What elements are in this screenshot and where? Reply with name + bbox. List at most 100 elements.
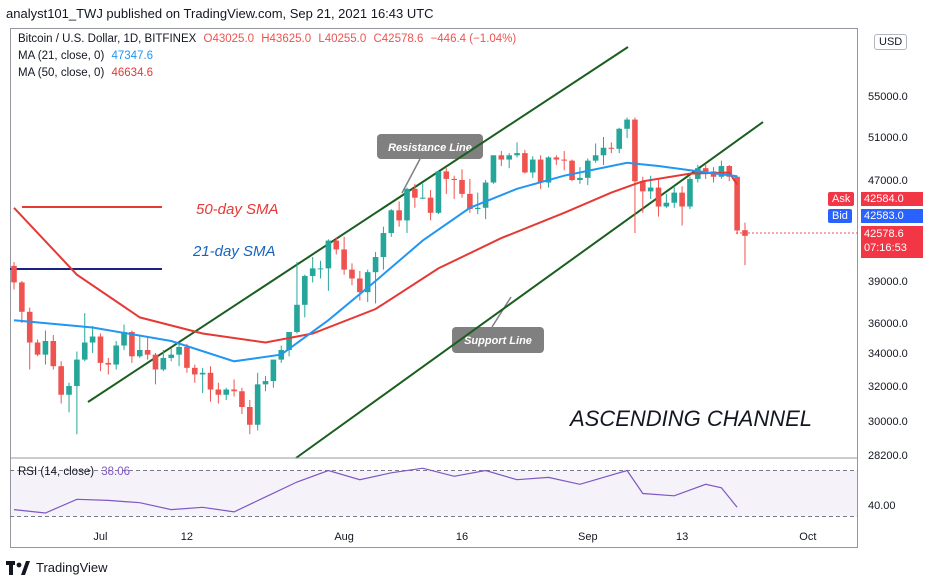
candle-body bbox=[522, 153, 528, 173]
candle-body bbox=[459, 180, 465, 194]
candle-body bbox=[498, 155, 505, 160]
candle-body bbox=[435, 171, 442, 213]
candle-body bbox=[302, 275, 308, 305]
candle-body bbox=[529, 159, 536, 173]
candle-body bbox=[231, 389, 237, 392]
candle-body bbox=[687, 178, 693, 207]
tradingview-icon bbox=[6, 560, 30, 575]
last-price: 42578.6 bbox=[864, 228, 904, 240]
rsi-legend[interactable]: RSI (14, close) 38.06 bbox=[18, 466, 130, 478]
candle-body bbox=[317, 268, 324, 270]
candle-body bbox=[718, 166, 725, 177]
symbol-legend: Bitcoin / U.S. Dollar, 1D, BITFINEX O430… bbox=[18, 33, 516, 45]
candle-body bbox=[577, 177, 583, 180]
candle-body bbox=[357, 278, 363, 293]
price-axis-label: 51000.0 bbox=[868, 132, 908, 144]
countdown: 07:16:53 bbox=[864, 242, 907, 254]
candle-body bbox=[663, 202, 670, 207]
candle-body bbox=[608, 147, 615, 149]
candle-body bbox=[262, 381, 269, 385]
price-axis-label: 39000.0 bbox=[868, 276, 908, 288]
change-value: −446.4 (−1.04%) bbox=[430, 33, 517, 45]
bid-tag: Bid bbox=[828, 209, 852, 223]
candle-body bbox=[58, 366, 64, 395]
candle-body bbox=[474, 207, 481, 210]
channel-annotation: ASCENDING CHANNEL bbox=[568, 406, 812, 431]
price-axis-label: 47000.0 bbox=[868, 175, 908, 187]
candle-body bbox=[419, 197, 426, 199]
candle-body bbox=[207, 372, 214, 390]
candle-body bbox=[427, 197, 434, 213]
chart-frame[interactable] bbox=[10, 28, 858, 548]
candle-body bbox=[404, 188, 410, 221]
tradingview-logo[interactable]: TradingView bbox=[6, 560, 108, 575]
candle-body bbox=[600, 147, 607, 156]
ma21-legend[interactable]: MA (21, close, 0) 47347.6 bbox=[18, 50, 153, 62]
date-axis-label: Oct bbox=[799, 531, 816, 543]
candle-body bbox=[270, 359, 277, 382]
candle-body bbox=[679, 192, 685, 207]
candle-body bbox=[325, 240, 332, 269]
ma21-value: 47347.6 bbox=[111, 50, 154, 62]
ask-tag: Ask bbox=[828, 192, 855, 206]
candle-body bbox=[333, 240, 340, 250]
ma21-line bbox=[13, 161, 738, 363]
candle-body bbox=[160, 357, 167, 370]
candle-body bbox=[734, 176, 740, 231]
candle-body bbox=[199, 372, 206, 375]
candle-body bbox=[640, 181, 646, 192]
candle-body bbox=[537, 159, 544, 183]
candle-body bbox=[19, 282, 25, 312]
sma50-annotation: 50-day SMA bbox=[196, 201, 279, 218]
candle-body bbox=[152, 354, 159, 370]
candle-body bbox=[647, 187, 654, 192]
candle-body bbox=[121, 332, 127, 346]
ma21-label: MA (21, close, 0) bbox=[18, 50, 105, 62]
candle-body bbox=[380, 233, 387, 258]
candle-body bbox=[50, 341, 57, 367]
resistance-line bbox=[87, 46, 629, 403]
candle-body bbox=[396, 210, 402, 221]
ma50-label: MA (50, close, 0) bbox=[18, 67, 105, 79]
candle-body bbox=[144, 350, 151, 355]
candle-body bbox=[11, 265, 17, 283]
candle-body bbox=[105, 362, 112, 365]
candle-body bbox=[247, 407, 253, 425]
ma50-legend[interactable]: MA (50, close, 0) 46634.6 bbox=[18, 67, 153, 79]
candle-body bbox=[184, 347, 190, 368]
support-callout bbox=[452, 327, 544, 353]
resistance-callout bbox=[377, 134, 483, 159]
candle-body bbox=[655, 187, 662, 207]
price-axis-label: 36000.0 bbox=[868, 318, 908, 330]
candle-body bbox=[742, 230, 748, 236]
candle-body bbox=[451, 178, 457, 180]
rsi-line bbox=[13, 467, 738, 514]
last-price-box: 42578.6 07:16:53 bbox=[861, 226, 923, 258]
brand-name: TradingView bbox=[36, 560, 108, 575]
candle-body bbox=[223, 389, 230, 395]
candle-body bbox=[514, 153, 520, 156]
candle-body bbox=[412, 188, 418, 198]
candle-body bbox=[81, 342, 88, 360]
candle-body bbox=[545, 157, 552, 183]
rsi-value: 38.06 bbox=[101, 466, 131, 478]
date-axis-label: 16 bbox=[456, 531, 468, 543]
currency-badge[interactable]: USD bbox=[874, 34, 908, 50]
candle-body bbox=[34, 342, 41, 355]
candle-body bbox=[584, 160, 591, 178]
ma50-value: 46634.6 bbox=[111, 67, 154, 79]
candle-body bbox=[506, 155, 512, 160]
candle-body bbox=[482, 182, 489, 208]
candle-body bbox=[726, 166, 733, 177]
candle-body bbox=[467, 193, 473, 210]
candle-body bbox=[490, 155, 497, 183]
resistance-label: Resistance Line bbox=[388, 142, 472, 154]
price-axis-label: 28200.0 bbox=[868, 450, 908, 462]
ask-price: 42584.0 bbox=[861, 192, 923, 206]
candle-body bbox=[569, 160, 575, 180]
candle-body bbox=[294, 304, 300, 332]
candle-body bbox=[89, 336, 96, 343]
candle-body bbox=[592, 155, 599, 161]
candle-body bbox=[443, 171, 450, 179]
candle-body bbox=[74, 359, 80, 386]
